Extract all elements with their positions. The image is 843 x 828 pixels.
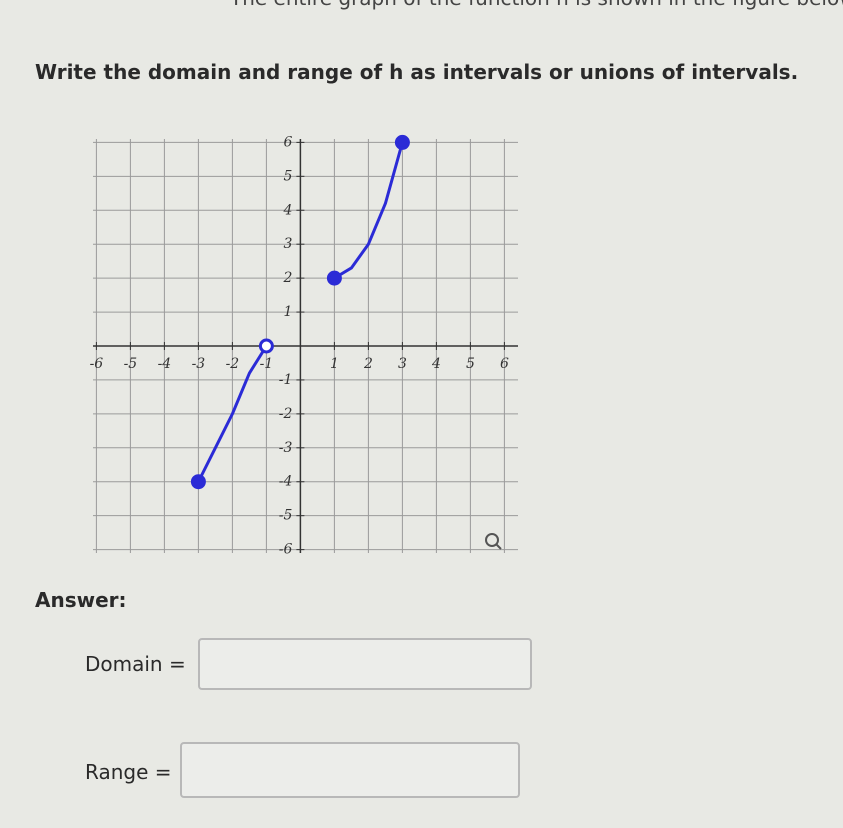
range-input[interactable] [180, 742, 520, 798]
y-tick-label: -5 [279, 508, 293, 524]
curve [333, 141, 404, 280]
x-tick-label: 1 [330, 356, 339, 372]
closed-endpoint [190, 474, 206, 490]
x-tick-label: 2 [363, 356, 373, 372]
x-tick-label: -6 [90, 356, 104, 372]
x-tick-label: 6 [500, 356, 509, 372]
closed-endpoint [326, 270, 342, 286]
graph: -6 -5 -4 -3 -2 -1 1 2 3 4 5 6 -6 -5 -4 -3 -2 -1 1 2 3 4 5 6 [90, 134, 518, 558]
zoom-icon[interactable] [485, 533, 502, 550]
y-tick-label: -1 [279, 372, 293, 388]
y-tick-label: 4 [282, 202, 292, 218]
closed-endpoint [394, 134, 410, 150]
y-tick-label: 6 [283, 134, 292, 150]
range-label: Range = [85, 760, 172, 784]
y-tick-label: 3 [283, 236, 292, 252]
y-tick-label: 5 [283, 168, 292, 184]
header-text: The entire graph of the function h is sh… [230, 0, 843, 10]
x-tick-label: -2 [226, 356, 240, 372]
curve [197, 345, 268, 483]
question-text: Write the domain and range of h as inter… [35, 60, 799, 84]
x-tick-label: 4 [431, 356, 441, 372]
x-tick-label: 5 [466, 356, 475, 372]
x-tick-label: -4 [158, 356, 172, 372]
x-tick-label: -1 [260, 356, 274, 372]
y-tick-label: -2 [279, 406, 293, 422]
domain-label: Domain = [85, 652, 186, 676]
domain-input[interactable] [198, 638, 532, 690]
y-tick-label: 2 [282, 270, 292, 286]
y-tick-label: -4 [279, 474, 293, 490]
x-tick-label: -3 [192, 356, 206, 372]
x-tick-label: -5 [124, 356, 138, 372]
y-tick-label: -6 [279, 542, 293, 558]
open-endpoint [258, 338, 274, 354]
y-tick-label: 1 [283, 304, 292, 320]
x-tick-label: 3 [398, 356, 407, 372]
answer-title: Answer: [35, 588, 127, 612]
y-tick-label: -3 [279, 440, 293, 456]
